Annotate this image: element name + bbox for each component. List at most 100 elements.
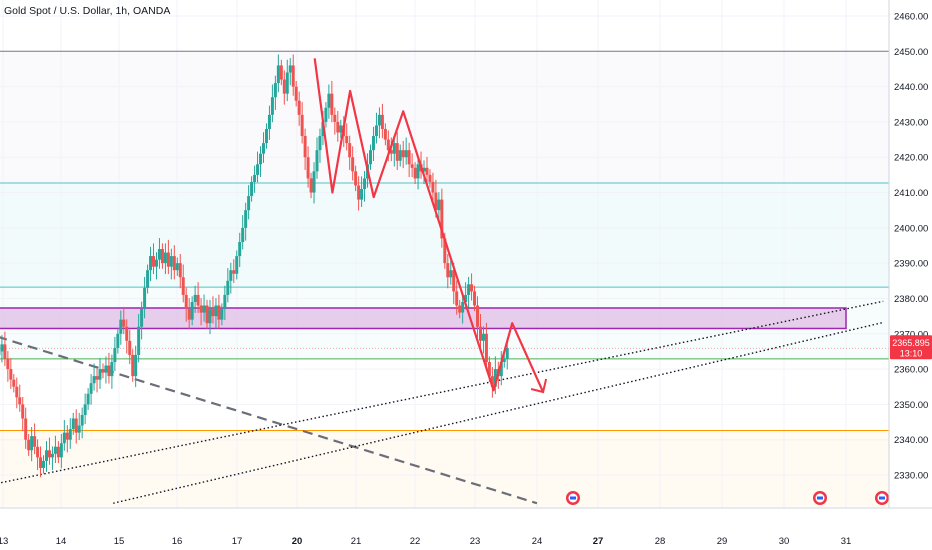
- candle-body: [196, 294, 200, 306]
- candle-body: [217, 305, 221, 320]
- event-markers[interactable]: [566, 491, 889, 505]
- candle-body: [18, 397, 22, 405]
- time-tick-label: 24: [532, 536, 543, 547]
- trendlines[interactable]: [0, 300, 884, 505]
- candle-body: [226, 280, 230, 295]
- candle-body: [377, 114, 381, 126]
- candle-body: [39, 457, 43, 468]
- candle-body: [452, 270, 456, 292]
- candle-body: [484, 333, 488, 363]
- dashed-trendline[interactable]: [0, 336, 538, 505]
- candle-body: [392, 143, 396, 154]
- candle-body: [172, 256, 176, 271]
- price-tick-label: 2370.00: [894, 329, 928, 340]
- time-tick-label: 17: [232, 536, 243, 547]
- price-tick-label: 2460.00: [894, 12, 928, 23]
- candle-body: [345, 136, 349, 144]
- candle-body: [134, 354, 138, 377]
- candle-body: [166, 252, 170, 267]
- candle-body: [413, 167, 417, 179]
- candle-body: [276, 65, 280, 84]
- candle-body: [9, 369, 13, 380]
- price-tick-label: 2440.00: [894, 82, 928, 93]
- candle-body: [371, 136, 375, 151]
- candle-body: [24, 418, 28, 440]
- event-flag-icon[interactable]: [566, 491, 580, 505]
- candle-body: [425, 167, 429, 175]
- candle-body: [3, 344, 7, 359]
- candle-body: [294, 86, 298, 101]
- event-flag-bar: [879, 496, 885, 500]
- candle-body: [89, 383, 93, 394]
- time-tick-label: 20: [292, 536, 303, 547]
- projection-path[interactable]: [313, 58, 548, 394]
- candle-body: [30, 436, 34, 451]
- candle-body: [229, 270, 233, 281]
- candle-body: [42, 460, 46, 468]
- candle-body: [499, 362, 503, 377]
- candle-body: [449, 270, 453, 278]
- candle-body: [119, 319, 123, 334]
- event-flag-bar: [817, 496, 823, 500]
- event-flag-icon[interactable]: [813, 491, 827, 505]
- candle-body: [327, 93, 331, 108]
- projection-polyline[interactable]: [313, 58, 545, 393]
- event-flag-icon[interactable]: [875, 491, 889, 505]
- candle-body: [53, 446, 57, 454]
- candle-body: [232, 270, 236, 274]
- candle-body: [404, 150, 408, 158]
- candle-body: [360, 189, 364, 200]
- price-tick-label: 2420.00: [894, 153, 928, 164]
- candle-body: [380, 114, 384, 129]
- candle-body: [122, 319, 126, 327]
- candle-body: [12, 379, 16, 387]
- candle-body: [220, 309, 224, 320]
- candle-body: [351, 157, 355, 172]
- time-tick-label: 22: [410, 536, 421, 547]
- candle-body: [157, 249, 161, 260]
- projection-arrowhead[interactable]: [530, 378, 548, 394]
- candle-body: [505, 347, 509, 359]
- candle-body: [56, 446, 60, 458]
- candle-body: [110, 362, 114, 377]
- level-band: [0, 430, 889, 507]
- candle-body: [47, 450, 51, 458]
- candle-body: [416, 164, 420, 179]
- candle-body: [285, 72, 289, 94]
- candle-countdown: 13:10: [900, 349, 923, 359]
- candle-body: [443, 238, 447, 264]
- candle-body: [318, 136, 322, 151]
- candle-body: [241, 227, 245, 242]
- candle-body: [339, 125, 343, 133]
- candle-body: [45, 450, 49, 461]
- candle-body: [312, 171, 316, 193]
- candle-body: [261, 143, 265, 154]
- candle-body: [184, 294, 188, 310]
- candle-body: [146, 270, 150, 288]
- candle-body: [21, 404, 25, 419]
- candle-body: [264, 128, 268, 144]
- candle-body: [169, 256, 173, 267]
- price-axis-bg: [889, 0, 932, 550]
- candle-body: [458, 305, 462, 313]
- price-tick-label: 2350.00: [894, 400, 928, 411]
- candle-body: [354, 171, 358, 186]
- candle-body: [324, 107, 328, 122]
- price-tick-label: 2430.00: [894, 117, 928, 128]
- candle-body: [288, 65, 292, 73]
- candle-body: [65, 432, 69, 440]
- candle-body: [187, 309, 191, 320]
- symbol-title: Gold Spot / U.S. Dollar, 1h, OANDA: [4, 5, 171, 17]
- dotted-trendline[interactable]: [0, 300, 884, 484]
- candle-body: [315, 150, 319, 172]
- time-tick-label: 15: [114, 536, 125, 547]
- candle-body: [476, 305, 480, 327]
- candle-body: [154, 259, 158, 267]
- time-tick-label: 29: [717, 536, 728, 547]
- candle-body: [116, 333, 120, 348]
- candle-body: [125, 326, 129, 341]
- candle-body: [36, 446, 40, 458]
- candle-body: [68, 429, 72, 440]
- candle-body: [330, 93, 334, 115]
